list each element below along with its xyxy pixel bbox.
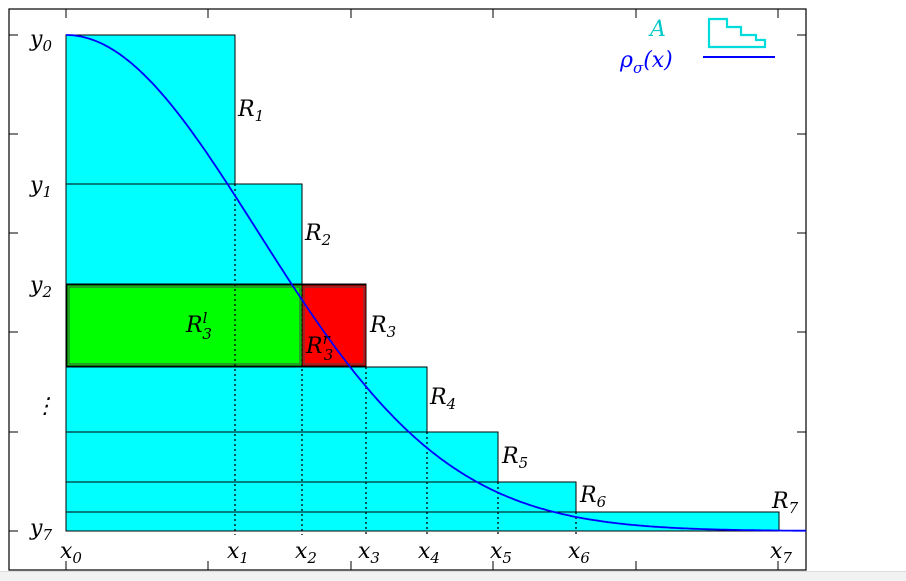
y-label-2: y2	[29, 273, 52, 301]
x-label-5: x5	[490, 539, 512, 567]
y-label-0: y0	[29, 27, 52, 55]
x-label-0: x0	[60, 539, 82, 567]
rect-label-5: R5	[501, 444, 528, 472]
y-label-7: y7	[29, 516, 52, 544]
split-right-inner-border	[303, 286, 365, 365]
y-label-dots: ⋮	[34, 394, 56, 419]
rect-label-7: R7	[771, 489, 799, 517]
split-right-label: Rr 3	[305, 330, 333, 364]
rect-label-6: R6	[579, 483, 607, 511]
split-left-rect	[66, 284, 303, 367]
layer-rect-1	[65, 34, 236, 185]
layer-rect-6	[65, 481, 577, 513]
x-label-2: x2	[295, 539, 317, 567]
x-label-6: x6	[568, 539, 590, 567]
legend-curve-label: ρσ(x)	[619, 48, 673, 77]
rect-label-3: R3	[369, 313, 396, 341]
split-left-label: Rl 3	[185, 309, 212, 343]
rect-label-4: R4	[429, 385, 456, 413]
x-label-1: x1	[227, 539, 249, 567]
x-label-4: x4	[418, 539, 440, 567]
dotted-drop-lines	[234, 184, 577, 535]
layer-rect-7	[65, 511, 780, 532]
x-label-7: x7	[770, 539, 792, 567]
rect-label-2: R2	[304, 221, 331, 249]
layer-rect-2	[65, 183, 303, 285]
bottom-scroll-strip	[0, 571, 906, 581]
legend-area-swatch	[707, 17, 767, 49]
split-right-rect	[301, 284, 367, 367]
y-label-1: y1	[29, 173, 52, 201]
x-label-3: x3	[358, 539, 380, 567]
density-curve	[66, 34, 806, 532]
layer-rect-5	[65, 431, 499, 483]
frame-ticks	[9, 9, 806, 570]
rect-label-1: R1	[237, 97, 264, 125]
legend-area-label: A	[648, 17, 666, 42]
layer-rect-4	[65, 366, 428, 433]
split-left-inner-border	[68, 286, 301, 365]
